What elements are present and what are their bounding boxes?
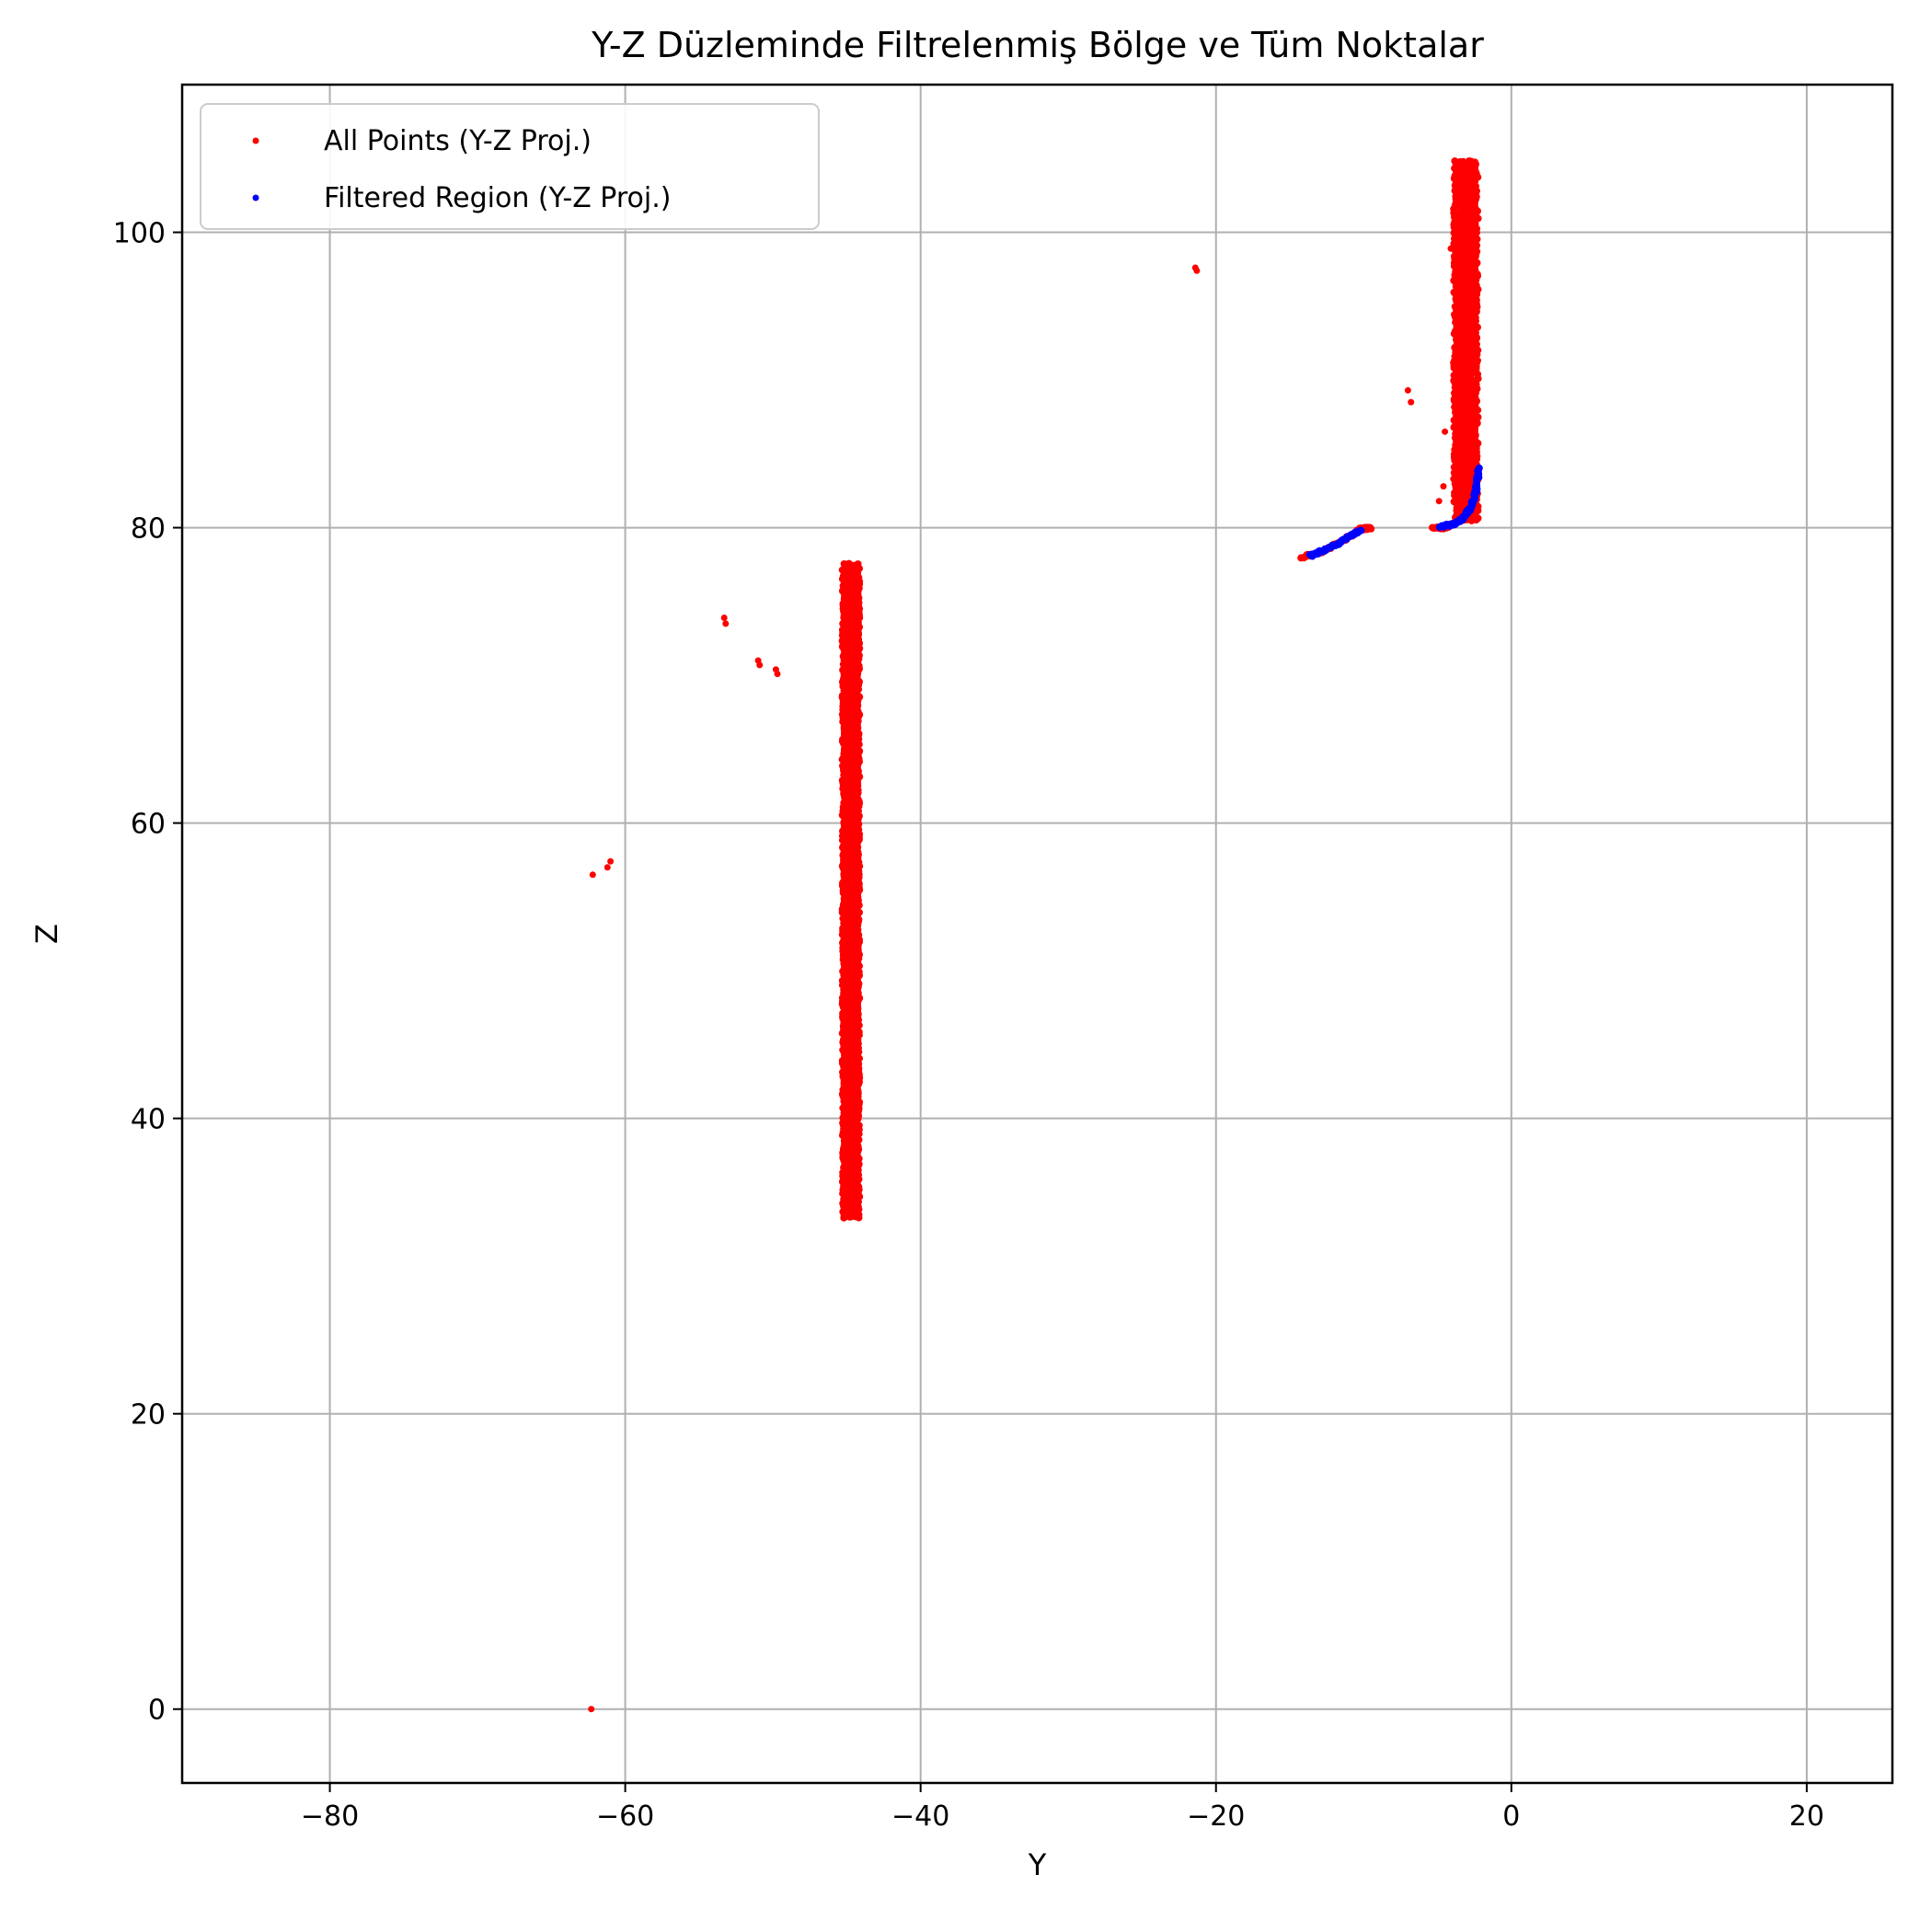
x-tick-label: −20	[1187, 1800, 1245, 1833]
legend: All Points (Y-Z Proj.) Filtered Region (…	[200, 103, 820, 230]
axis-ticks: −80 −60 −40 −20 0 20 0 20 40 60 80 100	[113, 218, 1824, 1833]
x-tick-label: 20	[1789, 1800, 1824, 1833]
data-point	[604, 864, 611, 871]
legend-box	[200, 103, 820, 230]
data-point	[756, 661, 764, 669]
data-point	[1435, 498, 1443, 505]
y-tick-label: 0	[148, 1695, 166, 1727]
series-filtered-region	[1305, 464, 1483, 560]
data-point	[1193, 267, 1201, 274]
plot-frame	[180, 83, 1894, 1785]
data-point	[1357, 526, 1365, 535]
data-point	[1475, 464, 1483, 472]
gridlines	[182, 85, 1892, 1783]
y-axis-label: Z	[29, 924, 64, 944]
data-point	[1471, 158, 1479, 167]
data-point	[588, 1706, 595, 1713]
data-point	[607, 857, 615, 865]
x-tick-label: −80	[301, 1800, 359, 1833]
data-point	[1442, 428, 1449, 435]
x-tick-label: −40	[891, 1800, 949, 1833]
x-axis-label: Y	[1028, 1847, 1047, 1882]
y-tick-label: 80	[131, 513, 166, 546]
data-point	[589, 871, 596, 879]
x-tick-label: 0	[1502, 1800, 1520, 1833]
y-tick-label: 40	[131, 1104, 166, 1136]
legend-marker-filtered-region	[252, 194, 259, 201]
y-tick-label: 60	[131, 809, 166, 841]
data-point	[1366, 523, 1374, 532]
data-point	[1408, 398, 1415, 406]
data-point	[854, 560, 862, 569]
y-tick-label: 100	[113, 218, 166, 250]
data-point	[1440, 483, 1447, 490]
data-point	[1447, 245, 1454, 252]
y-tick-label: 20	[131, 1399, 166, 1432]
legend-label-all-points: All Points (Y-Z Proj.)	[324, 125, 592, 157]
data-points	[588, 157, 1483, 1713]
x-tick-label: −60	[596, 1800, 654, 1833]
plot-area	[182, 85, 1892, 1783]
data-point	[1404, 386, 1411, 394]
data-point	[774, 671, 781, 677]
data-point	[720, 615, 728, 621]
data-point	[1459, 157, 1467, 166]
chart-title: Y-Z Düzleminde Filtrelenmiş Bölge ve Tüm…	[591, 25, 1484, 65]
data-point	[722, 620, 730, 627]
legend-label-filtered-region: Filtered Region (Y-Z Proj.)	[324, 182, 671, 214]
legend-marker-all-points	[252, 137, 259, 144]
